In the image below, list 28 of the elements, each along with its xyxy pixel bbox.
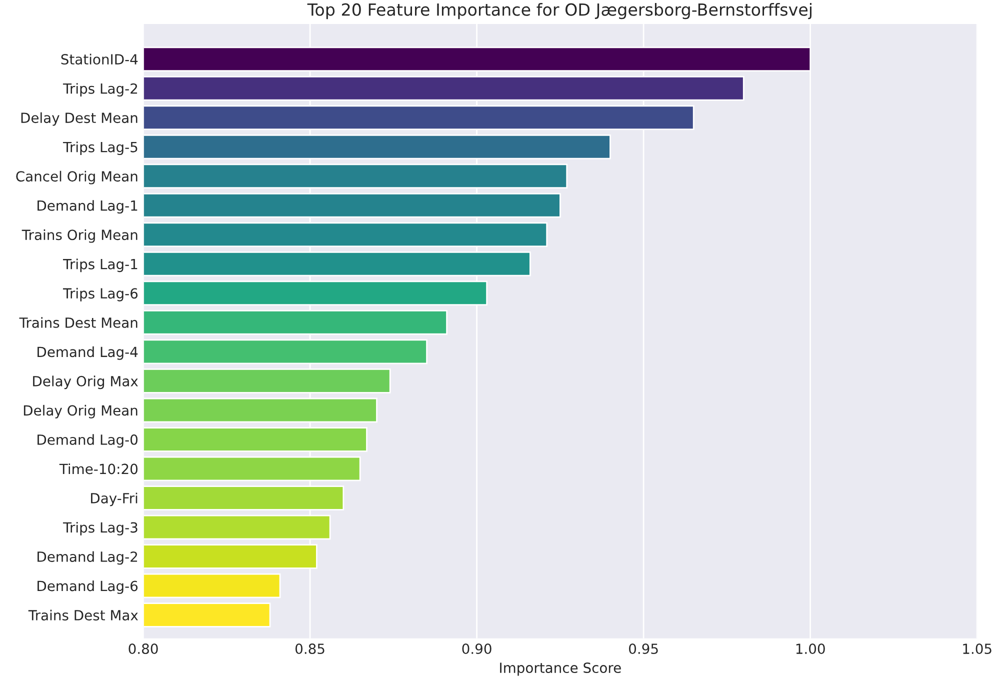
x-tick-label: 1.05 xyxy=(963,644,992,654)
chart-title: Top 20 Feature Importance for OD Jægersborg-Bernstorffsvej xyxy=(307,2,812,20)
y-tick-label: StationID-4 xyxy=(61,54,138,65)
x-tick-label: 0.80 xyxy=(128,644,158,654)
y-tick-label: Trips Lag-6 xyxy=(62,288,138,302)
y-tick-label: Day-Fri xyxy=(91,492,138,506)
y-tick-label: Demand Lag-4 xyxy=(38,346,138,360)
y-tick-label: Delay Dest Mean xyxy=(21,112,138,126)
x-tick-label: 0.85 xyxy=(295,644,324,654)
y-tick-label: Time-10:20 xyxy=(59,463,138,474)
y-tick-label: Demand Lag-0 xyxy=(38,434,138,448)
x-tick-label: 0.95 xyxy=(629,644,658,654)
x-tick-label: 0.90 xyxy=(462,644,492,654)
y-tick-label: Trains Dest Mean xyxy=(19,317,138,328)
x-axis-title: Importance Score xyxy=(500,662,621,676)
y-tick-label: Demand Lag-2 xyxy=(38,551,138,565)
y-tick-label: Trips Lag-3 xyxy=(62,522,138,536)
x-tick-label: 1.00 xyxy=(796,644,825,654)
y-tick-label: Trains Orig Mean xyxy=(22,229,138,243)
y-tick-label: Demand Lag-6 xyxy=(38,580,138,594)
y-tick-label: Delay Orig Mean xyxy=(24,404,138,418)
y-tick-label: Delay Orig Max xyxy=(33,376,138,390)
y-tick-label: Trips Lag-2 xyxy=(62,83,138,97)
y-tick-label: Trips Lag-5 xyxy=(62,142,138,156)
y-tick-label: Demand Lag-1 xyxy=(38,200,138,214)
y-tick-label: Trains Dest Max xyxy=(28,610,138,620)
y-tick-label: Trips Lag-1 xyxy=(62,258,138,272)
y-tick-label: Cancel Orig Mean xyxy=(16,170,138,184)
